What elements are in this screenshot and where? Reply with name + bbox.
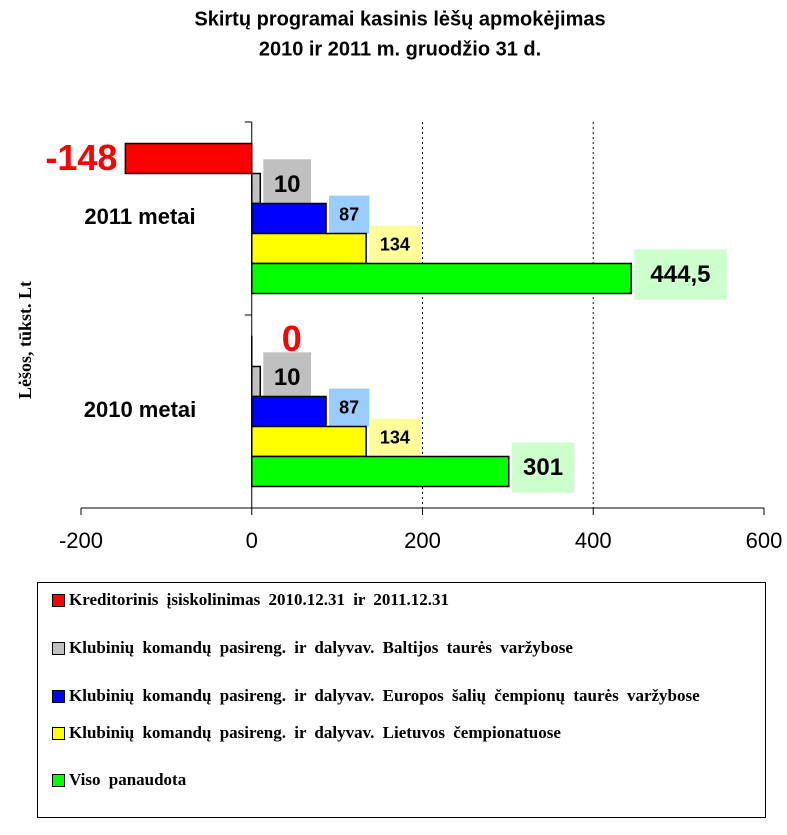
bar: [251, 202, 327, 235]
data-label-box: [369, 418, 421, 457]
x-tick-label: 400: [575, 528, 612, 553]
legend-entry: Klubinių komandų pasireng. ir dalyvav. E…: [52, 686, 700, 705]
data-label: 134: [380, 427, 410, 447]
bar: [251, 172, 262, 205]
bar: [251, 425, 367, 458]
legend-swatch: [52, 594, 65, 607]
legend-label: Viso panaudota: [69, 770, 187, 789]
legend-entry: Klubinių komandų pasireng. ir dalyvav. L…: [52, 723, 561, 742]
data-label-box: [511, 442, 575, 493]
bar: [251, 232, 367, 265]
x-tick-label: 0: [246, 528, 258, 553]
bar: [251, 365, 262, 398]
data-label: 10: [274, 364, 301, 391]
data-label: 444,5: [650, 261, 710, 288]
legend-label: Klubinių komandų pasireng. ir dalyvav. L…: [69, 723, 561, 742]
category-label: 2011 metai: [84, 204, 195, 229]
bar: [251, 262, 632, 295]
legend-swatch: [52, 642, 65, 655]
legend-swatch: [52, 727, 65, 740]
bar: [124, 142, 253, 175]
legend-swatch: [52, 690, 65, 703]
category-label: 2010 metai: [84, 397, 197, 422]
data-label-box: [329, 388, 370, 427]
data-label: 0: [282, 318, 302, 359]
x-tick-label: -200: [59, 528, 103, 553]
bar: [251, 455, 510, 488]
x-tick-label: 200: [404, 528, 441, 553]
y-axis-title: Lėšos, tūkst. Lt: [15, 281, 35, 399]
data-label-box: [369, 225, 421, 264]
data-label: 87: [339, 204, 359, 224]
chart: Skirtų programai kasinis lėšų apmokėjima…: [15, 8, 783, 553]
legend-entry: Kreditorinis įsiskolinimas 2010.12.31 ir…: [52, 590, 449, 609]
data-label-box: [263, 352, 312, 403]
legend: Kreditorinis įsiskolinimas 2010.12.31 ir…: [37, 582, 766, 818]
bar: [251, 395, 327, 428]
chart-title: 2010 ir 2011 m. gruodžio 31 d.: [259, 38, 541, 60]
data-label: 134: [380, 234, 410, 254]
data-label: 10: [274, 171, 301, 198]
legend-label: Klubinių komandų pasireng. ir dalyvav. B…: [69, 638, 573, 657]
data-label: 87: [339, 397, 359, 417]
legend-entry: Viso panaudota: [52, 770, 186, 789]
data-label-box: [329, 195, 370, 234]
legend-swatch: [52, 774, 65, 787]
data-label-box: [634, 249, 727, 300]
legend-label: Klubinių komandų pasireng. ir dalyvav. E…: [69, 686, 700, 705]
data-label: -148: [45, 137, 117, 178]
x-tick-label: 600: [746, 528, 783, 553]
data-label-box: [263, 159, 312, 210]
data-label: 301: [523, 454, 563, 481]
legend-entry: Klubinių komandų pasireng. ir dalyvav. B…: [52, 638, 573, 657]
chart-title: Skirtų programai kasinis lėšų apmokėjima…: [194, 8, 605, 30]
legend-label: Kreditorinis įsiskolinimas 2010.12.31 ir…: [69, 590, 449, 609]
